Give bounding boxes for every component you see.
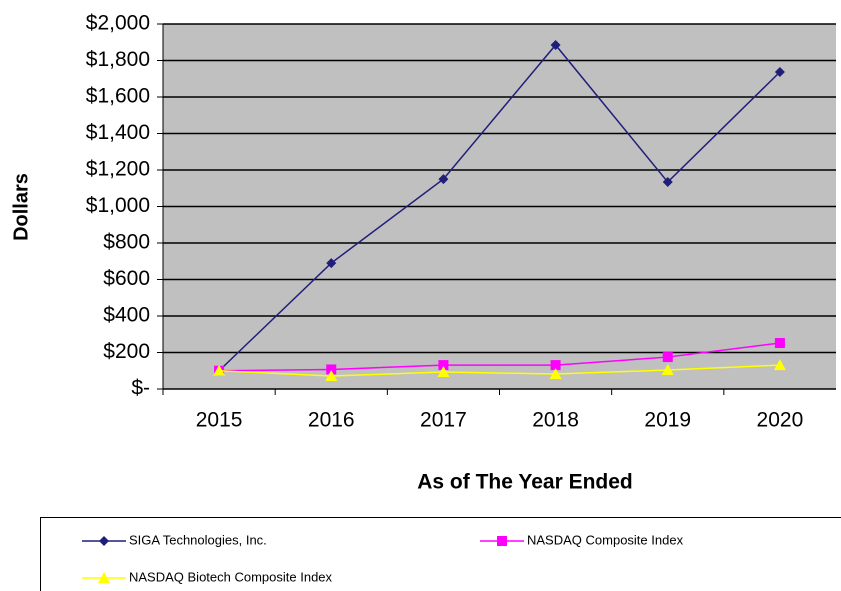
y-tick-label: $1,800 xyxy=(86,48,150,71)
marker xyxy=(438,174,449,185)
marker xyxy=(497,536,507,546)
y-axis-label: Dollars xyxy=(10,173,32,241)
y-tick-label: $1,400 xyxy=(86,121,150,144)
y-tick-label: $400 xyxy=(103,304,150,327)
marker xyxy=(774,338,785,349)
legend-label: NASDAQ Biotech Composite Index xyxy=(129,569,333,584)
x-tick-label: 2020 xyxy=(757,409,804,432)
series-line xyxy=(219,364,780,377)
marker xyxy=(326,364,337,375)
marker xyxy=(774,66,785,77)
y-tick-label: $1,000 xyxy=(86,194,150,217)
marker xyxy=(438,360,449,371)
marker xyxy=(98,572,110,583)
marker xyxy=(325,370,338,382)
x-tick-label: 2019 xyxy=(644,409,691,432)
marker xyxy=(99,536,109,546)
y-tick-label: $- xyxy=(131,377,150,400)
marker xyxy=(550,39,561,50)
series-line xyxy=(219,342,781,372)
x-tick-label: 2015 xyxy=(196,409,243,432)
y-tick-label: $200 xyxy=(103,340,150,363)
y-tick-label: $800 xyxy=(103,231,150,254)
series-line xyxy=(218,43,781,372)
marker xyxy=(326,258,337,269)
marker xyxy=(437,366,450,378)
marker xyxy=(213,364,226,376)
y-tick-label: $600 xyxy=(103,267,150,290)
x-axis-label: As of The Year Ended xyxy=(417,471,633,494)
marker xyxy=(662,352,673,363)
marker xyxy=(549,368,562,380)
x-tick-label: 2016 xyxy=(308,409,355,432)
y-tick-label: $1,200 xyxy=(86,158,150,181)
y-tick-label: $2,000 xyxy=(86,12,150,35)
x-tick-label: 2018 xyxy=(532,409,579,432)
legend-label: SIGA Technologies, Inc. xyxy=(129,532,267,547)
marker xyxy=(773,359,786,371)
legend-label: NASDAQ Composite Index xyxy=(527,532,684,547)
marker xyxy=(550,360,561,371)
marker xyxy=(661,364,674,376)
y-tick-label: $1,600 xyxy=(86,85,150,108)
marker xyxy=(662,177,673,188)
legend-box xyxy=(40,517,841,591)
x-tick-label: 2017 xyxy=(420,409,467,432)
